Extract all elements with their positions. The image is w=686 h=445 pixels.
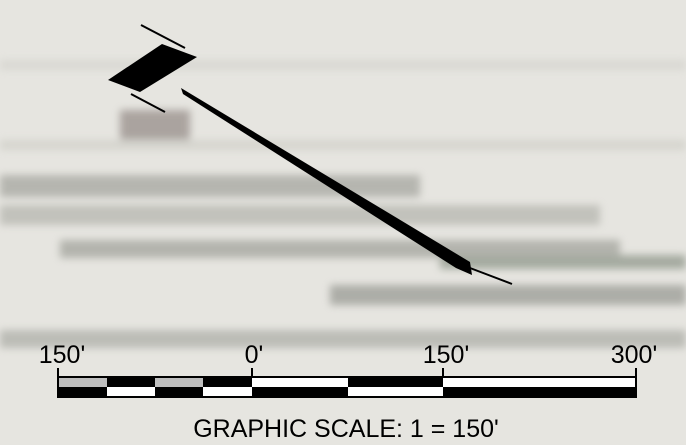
scale-caption: GRAPHIC SCALE: 1 = 150' — [193, 415, 499, 443]
north-arrow — [108, 24, 513, 285]
scale-label: 150' — [423, 341, 469, 369]
aerial-features — [0, 60, 686, 348]
graphic-scale — [57, 368, 637, 398]
scale-label: 150' — [39, 341, 85, 369]
scale-label: 300' — [611, 341, 657, 369]
scale-label: 0' — [245, 341, 264, 369]
